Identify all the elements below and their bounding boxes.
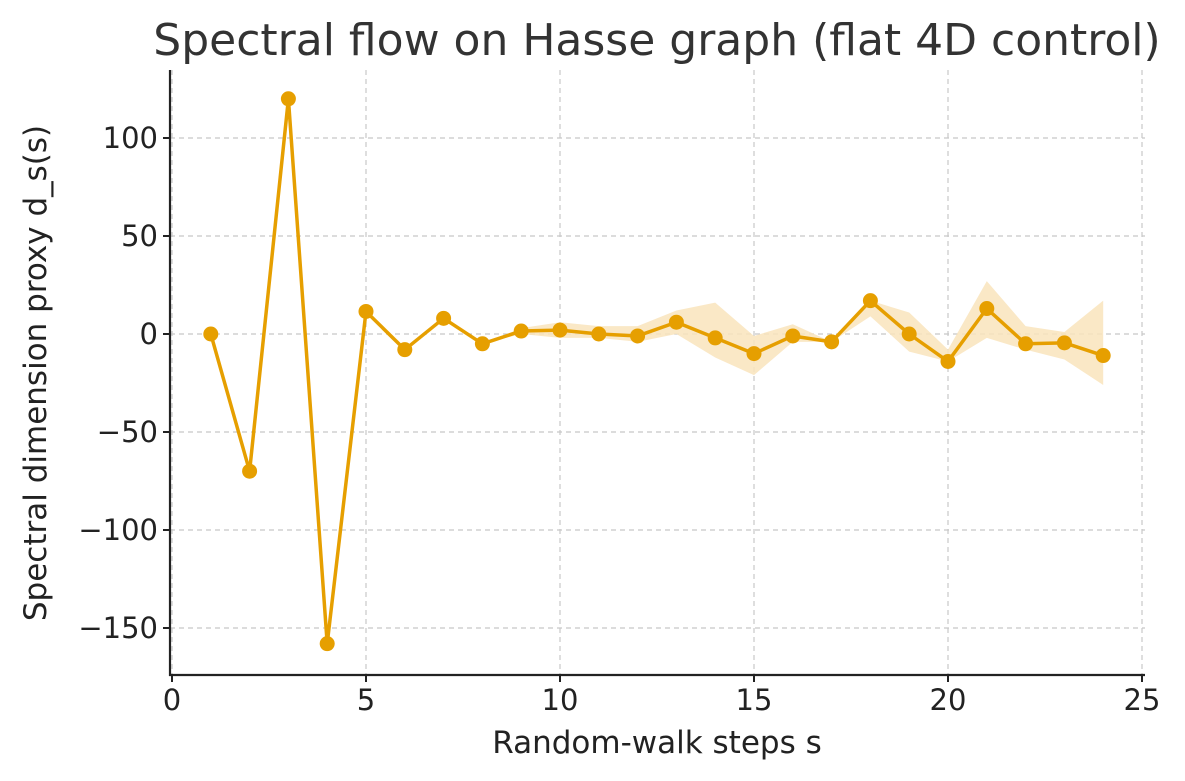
data-point-16 [824,334,840,350]
data-points [203,91,1111,652]
data-point-5 [397,342,413,358]
x-tick-label-2: 10 [542,683,579,717]
data-point-15 [785,328,801,344]
data-point-10 [591,326,607,342]
data-point-3 [319,636,335,652]
data-point-21 [1018,336,1034,352]
y-tick-label-3: −50 [97,415,158,449]
data-point-12 [668,314,684,330]
chart-title: Spectral flow on Hasse graph (flat 4D co… [153,15,1160,66]
data-point-11 [630,328,646,344]
y-tick-label-5: −150 [78,611,158,645]
x-tick-labels: 0 5 10 15 20 25 [163,683,1161,717]
data-point-18 [901,326,917,342]
x-tick-label-1: 5 [357,683,375,717]
data-point-14 [746,346,762,362]
x-tick-label-5: 25 [1124,683,1161,717]
series-band-0 [210,98,1104,644]
x-axis-label: Random-walk steps s [492,725,822,761]
series-line-layer [209,97,1104,646]
data-point-8 [513,323,529,339]
x-tick-label-0: 0 [163,683,181,717]
data-point-6 [436,310,452,326]
data-point-9 [552,322,568,338]
y-tick-labels: 100 50 0 −50 −100 −150 [78,121,158,645]
y-tick-label-1: 50 [121,219,158,253]
data-point-2 [280,91,296,107]
data-point-19 [940,353,956,369]
confidence-band [210,98,1104,644]
data-point-22 [1056,335,1072,351]
data-point-20 [979,301,995,317]
x-tick-label-3: 15 [736,683,773,717]
data-point-4 [358,303,374,319]
y-tick-label-4: −100 [78,513,158,547]
data-point-23 [1095,348,1111,364]
data-point-13 [707,330,723,346]
data-point-17 [862,293,878,309]
x-tick-label-4: 20 [930,683,967,717]
series-line-0 [209,97,1104,646]
grid [170,70,1145,675]
data-point-7 [474,336,490,352]
axes [163,70,1145,682]
y-axis-label: Spectral dimension proxy d_s(s) [18,125,54,621]
y-tick-label-0: 100 [103,121,158,155]
data-point-1 [242,463,258,479]
data-point-0 [203,326,219,342]
y-tick-label-2: 0 [140,317,158,351]
